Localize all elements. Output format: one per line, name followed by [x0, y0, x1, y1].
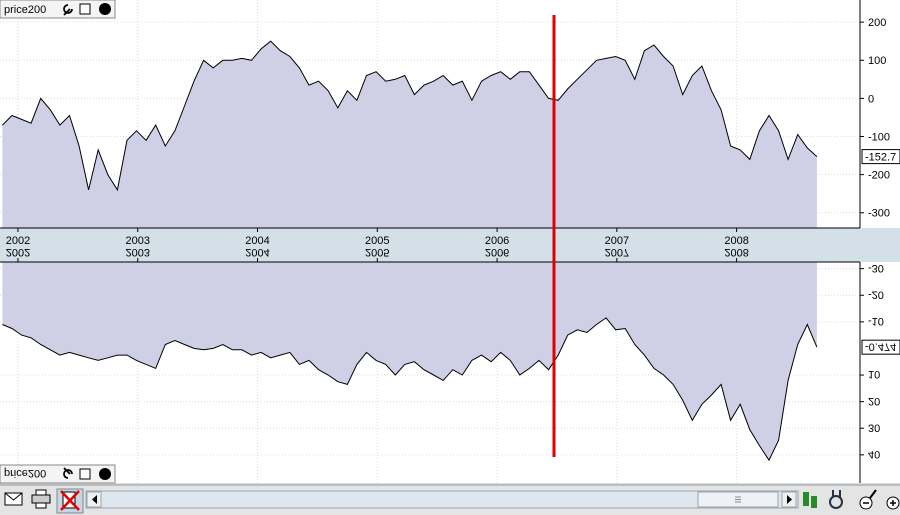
- y-tick-label: -10: [868, 315, 884, 327]
- y-tick-label: -300: [868, 208, 890, 220]
- x-tick-label: 2003: [126, 235, 150, 247]
- maximize-icon[interactable]: [79, 468, 91, 480]
- value-label-box: [861, 339, 900, 355]
- y-tick-label: -20: [868, 288, 884, 300]
- area: [2, 262, 817, 461]
- x-tick-label: 2006: [485, 235, 509, 247]
- x-tick-label: 2007: [605, 235, 629, 247]
- y-tick-label: 20: [868, 395, 880, 407]
- pane-title: price200: [4, 467, 46, 479]
- close-icon[interactable]: [99, 468, 111, 480]
- settings-icon[interactable]: [63, 4, 73, 16]
- pane-title: price200: [4, 4, 46, 16]
- x-tick-label: 2007: [605, 246, 629, 258]
- scrollbar[interactable]: [85, 490, 799, 509]
- x-tick-label: 2002: [6, 246, 30, 258]
- maximize-icon[interactable]: [79, 3, 91, 15]
- zoom-in-icon[interactable]: [886, 496, 900, 510]
- x-tick-label: 2008: [724, 246, 748, 258]
- zoom-out-icon[interactable]: [859, 489, 877, 510]
- mail-icon[interactable]: [4, 492, 23, 506]
- x-tick-label: 2005: [365, 235, 389, 247]
- y-tick-label: 100: [868, 55, 886, 67]
- close-icon[interactable]: [99, 3, 111, 15]
- print-icon[interactable]: [31, 489, 51, 509]
- line: [2, 317, 818, 462]
- right-axis: [860, 0, 900, 228]
- y-tick-label: -100: [868, 131, 890, 143]
- pane: 2002 2003 2004 2005 2006 2007 2008 -30 -20 -10 10 2…: [0, 246, 900, 484]
- y-tick-label: 30: [868, 421, 880, 433]
- value-label-box: [861, 149, 900, 165]
- sync-icon[interactable]: [803, 492, 817, 508]
- toolbar: [0, 484, 900, 515]
- x-tick-label: 2002: [6, 235, 30, 247]
- x-tick-label: 2006: [485, 246, 509, 258]
- line: [2, 40, 818, 192]
- tools-icon[interactable]: [829, 490, 843, 509]
- area: [2, 41, 817, 229]
- value-label: -152.7: [865, 152, 896, 164]
- right-axis: [860, 262, 900, 483]
- x-tick-label: 2004: [245, 246, 269, 258]
- y-tick-label: 200: [868, 17, 886, 29]
- value-label: -0.474: [865, 340, 896, 352]
- y-tick-label: 40: [868, 448, 880, 460]
- x-tick-label: 2004: [245, 235, 269, 247]
- x-tick-label: 2003: [126, 246, 150, 258]
- settings-icon[interactable]: [63, 467, 73, 479]
- y-tick-label: 0: [868, 93, 874, 105]
- y-tick-label: 10: [868, 368, 880, 380]
- x-tick-label: 2005: [365, 246, 389, 258]
- delete-icon[interactable]: [56, 488, 84, 514]
- y-tick-label: -200: [868, 170, 890, 182]
- y-tick-label: -30: [868, 262, 884, 274]
- pane: 2002 2003 2004 2005 2006 2007 2008 -300 -200 -100…: [0, 0, 900, 247]
- x-tick-label: 2008: [724, 235, 748, 247]
